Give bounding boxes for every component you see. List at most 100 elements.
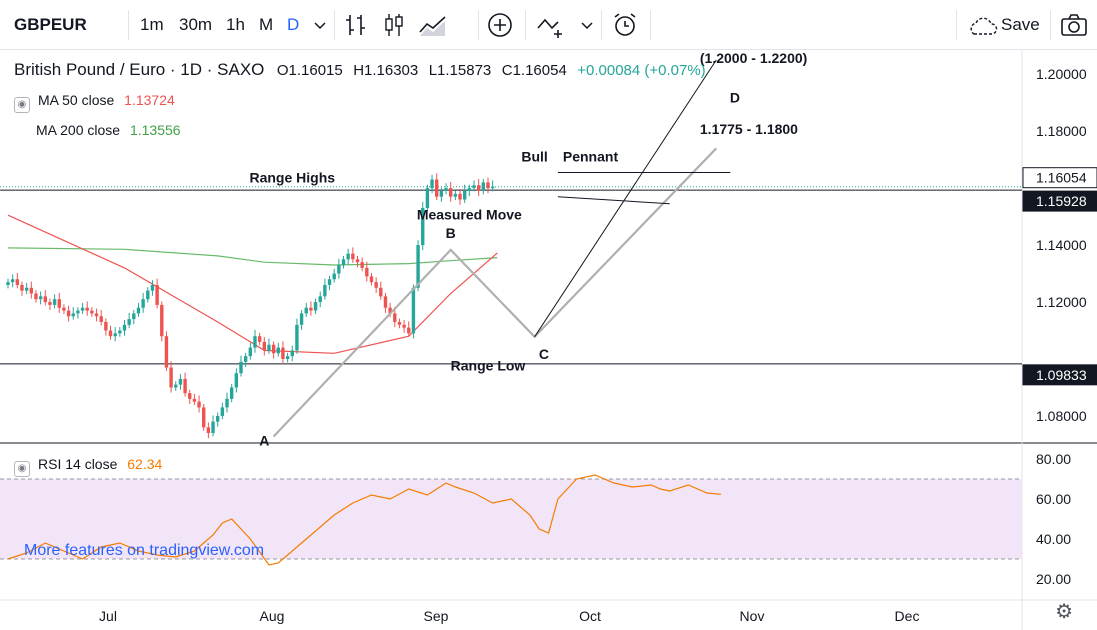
legend-low: L1.15873	[428, 62, 492, 79]
candle-body	[407, 327, 411, 334]
candle-body	[10, 279, 15, 283]
candle-body	[360, 262, 364, 268]
symbol-search[interactable]: GBPEUR	[14, 15, 87, 34]
candle-body	[346, 253, 350, 260]
candle-body	[299, 313, 304, 325]
time-axis-label: Jul	[99, 608, 117, 624]
candle-body	[276, 347, 280, 354]
chart-legend: British Pound / Euro · 1D · SAXO O1.1601…	[14, 60, 706, 80]
ma200-value: 1.13556	[129, 122, 181, 138]
time-axis-label: Sep	[424, 608, 449, 624]
plus-circle-icon[interactable]	[487, 12, 513, 38]
interval-30m[interactable]: 30m	[179, 15, 213, 34]
candle-body	[127, 319, 131, 325]
toolbar-divider	[334, 10, 335, 40]
time-axis-label: Aug	[260, 608, 285, 624]
ma50-line	[7, 214, 498, 354]
candle-body	[183, 378, 187, 394]
indicator-rsi[interactable]: ◉ RSI 14 close 62.34	[14, 456, 162, 477]
candle-body	[155, 284, 159, 305]
rsi-axis-label: 80.00	[1036, 451, 1071, 467]
price-badge	[1022, 167, 1097, 189]
rsi-axis-label: 40.00	[1036, 531, 1071, 547]
cloud-icon[interactable]	[966, 15, 998, 37]
interval-M[interactable]: M	[259, 15, 274, 34]
candle-body	[472, 185, 476, 189]
candle-body	[52, 299, 57, 305]
candle-body	[85, 307, 89, 311]
candle-body	[435, 179, 439, 197]
candle-body	[122, 324, 127, 331]
candle-body	[57, 299, 61, 308]
candle-body	[160, 304, 164, 337]
chevron-down-icon[interactable]	[313, 18, 327, 32]
price-axis-label: 1.20000	[1036, 66, 1087, 82]
camera-icon[interactable]	[1060, 13, 1088, 37]
candle-body	[24, 287, 29, 291]
legend-close: C1.16054	[501, 62, 567, 79]
rsi-label: RSI 14 close	[38, 456, 118, 472]
indicator-ma200[interactable]: MA 200 close 1.13556	[36, 122, 181, 138]
indicators-icon[interactable]	[536, 14, 566, 38]
price-chart[interactable]: Jul Aug Sep Oct Nov Dec 1.20000 1.18000 1.14000 1…	[0, 50, 1097, 630]
ma200-label: MA 200 close	[36, 122, 121, 138]
candle-body	[421, 208, 425, 246]
top-toolbar: GBPEUR 1m 30m 1h M D Save	[0, 0, 1097, 50]
target-line	[534, 59, 717, 338]
area-chart-icon[interactable]	[418, 12, 448, 38]
candle-body	[113, 333, 117, 337]
candle-body	[327, 279, 332, 285]
interval-1h[interactable]: 1h	[226, 15, 245, 34]
legend-open: O1.16015	[276, 62, 343, 79]
candle-body	[430, 179, 434, 189]
time-axis-label: Oct	[579, 608, 601, 624]
candle-body	[174, 384, 178, 388]
price-badge-label: 1.09833	[1036, 367, 1087, 383]
chevron-down-icon[interactable]	[580, 18, 594, 32]
candle-body	[192, 398, 197, 402]
measured-move-line	[272, 147, 718, 438]
toolbar-divider	[478, 10, 479, 40]
candle-body	[449, 188, 453, 197]
candle-body	[267, 344, 271, 351]
candle-body	[71, 313, 75, 317]
candle-body	[355, 259, 360, 263]
candle-body	[66, 310, 71, 317]
indicator-ma50[interactable]: ◉ MA 50 close 1.13724	[14, 92, 175, 113]
candle-body	[458, 193, 462, 200]
price-axis-label: 1.08000	[1036, 408, 1087, 424]
eye-icon[interactable]: ◉	[14, 97, 30, 113]
price-axis-label: 1.14000	[1036, 237, 1087, 253]
toolbar-divider	[128, 10, 129, 40]
candle-body	[43, 296, 47, 303]
alarm-icon[interactable]	[611, 11, 639, 39]
chart-annotation: D	[730, 90, 740, 106]
interval-D[interactable]: D	[287, 15, 300, 34]
legend-high: H1.16303	[353, 62, 419, 79]
candle-body	[220, 407, 225, 416]
candle-body	[206, 427, 211, 434]
toolbar-divider	[650, 10, 651, 40]
time-axis-label: Dec	[895, 608, 920, 624]
candle-body	[313, 302, 318, 311]
bar-chart-icon[interactable]	[344, 12, 368, 38]
candle-body	[425, 188, 430, 209]
candle-body	[341, 259, 346, 266]
candles-icon[interactable]	[382, 12, 406, 38]
eye-icon[interactable]: ◉	[14, 461, 30, 477]
candle-body	[229, 387, 234, 399]
legend-change: +0.00084 (+0.07%)	[577, 62, 706, 79]
candle-body	[20, 284, 24, 291]
candle-body	[453, 193, 458, 197]
save-button[interactable]: Save	[1001, 15, 1040, 34]
gear-icon[interactable]: ⚙	[1055, 601, 1073, 623]
candle-body	[248, 347, 253, 357]
candle-body	[104, 321, 108, 331]
price-badge-label: 1.16054	[1036, 170, 1087, 186]
candle-body	[295, 324, 299, 351]
watermark-link[interactable]: More features on tradingview.com	[24, 542, 265, 559]
candle-body	[132, 313, 136, 320]
candle-body	[397, 321, 402, 325]
interval-1m[interactable]: 1m	[140, 15, 164, 34]
candle-body	[383, 296, 388, 308]
